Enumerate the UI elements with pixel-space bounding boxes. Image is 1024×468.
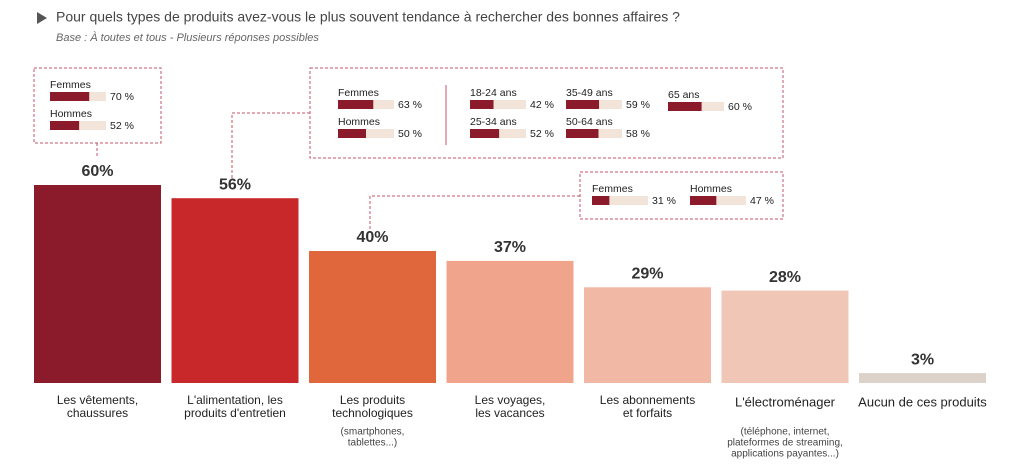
value-label: 3%: [911, 351, 934, 368]
value-label: 28%: [769, 269, 801, 286]
breakdown-bar: [50, 121, 80, 130]
breakdown-label: 25-34 ans: [470, 116, 517, 128]
category-label: Les abonnements: [600, 393, 695, 407]
title-icon: [37, 12, 47, 24]
bar: [309, 251, 436, 383]
breakdown-bar: [338, 100, 374, 109]
breakdown-label: 18-24 ans: [470, 87, 517, 99]
breakdown-label: Femmes: [50, 79, 91, 91]
category-label: Les produits: [340, 393, 405, 407]
breakdown-bar: [470, 129, 500, 138]
value-label: 40%: [356, 229, 388, 246]
category-note: (smartphones,: [341, 427, 405, 438]
breakdown-value: 52 %: [110, 120, 134, 132]
breakdown-bar: [338, 129, 366, 138]
bar: [721, 290, 849, 383]
breakdown-label: Hommes: [338, 116, 380, 128]
chart-subtitle: Base : À toutes et tous - Plusieurs répo…: [56, 31, 319, 44]
category-note: plateformes de streaming,: [727, 438, 843, 449]
value-label: 29%: [631, 266, 663, 283]
breakdown-bar: [566, 129, 599, 138]
category-label: Les voyages,: [475, 393, 546, 407]
breakdown-label: Hommes: [50, 108, 92, 120]
breakdown-label: 65 ans: [668, 89, 700, 101]
breakdown-bar: [470, 100, 494, 109]
value-label: 60%: [81, 163, 113, 180]
breakdown-label: 50-64 ans: [566, 116, 613, 128]
category-label: chaussures: [67, 406, 128, 420]
chart-title: Pour quels types de produits avez-vous l…: [56, 9, 680, 25]
breakdown-value: 59 %: [626, 99, 650, 111]
bar: [446, 260, 574, 383]
breakdown-track: [470, 100, 526, 109]
category-note: applications payantes...): [731, 449, 839, 460]
breakdown-bar: [50, 92, 90, 101]
breakdown-bar: [592, 196, 610, 205]
bar: [584, 287, 711, 383]
category-label: et forfaits: [623, 406, 672, 420]
breakdown-bar: [690, 196, 717, 205]
connector: [231, 112, 310, 178]
breakdown-bar: [566, 100, 600, 109]
breakdown-value: 60 %: [728, 101, 752, 113]
category-note: tablettes...): [348, 438, 397, 449]
category-label: L'électroménager: [735, 394, 836, 409]
bar: [171, 198, 299, 383]
breakdown-label: Femmes: [592, 183, 633, 195]
category-label: technologiques: [332, 406, 413, 420]
bar: [859, 373, 986, 383]
breakdown-box: [309, 67, 784, 159]
breakdown-label: Hommes: [690, 183, 732, 195]
breakdown-label: Femmes: [338, 87, 379, 99]
category-label: les vacances: [475, 406, 544, 420]
breakdown-value: 70 %: [110, 91, 134, 103]
category-note: (téléphone, internet,: [741, 427, 830, 438]
breakdown-value: 52 %: [530, 128, 554, 140]
breakdown-track: [690, 196, 746, 205]
connectors: [33, 67, 784, 232]
value-label: 56%: [219, 176, 251, 193]
bar: [34, 185, 161, 383]
breakdown-value: 47 %: [750, 195, 774, 207]
breakdown-value: 50 %: [398, 128, 422, 140]
breakdown-value: 58 %: [626, 128, 650, 140]
breakdown-value: 42 %: [530, 99, 554, 111]
category-label: Les vêtements,: [57, 393, 138, 407]
breakdown-track: [592, 196, 648, 205]
breakdown-bar: [668, 102, 702, 111]
connector: [369, 195, 580, 232]
category-label: L'alimentation, les: [187, 393, 283, 407]
breakdown-value: 31 %: [652, 195, 676, 207]
category-label: produits d'entretien: [184, 406, 286, 420]
category-label: Aucun de ces produits: [858, 394, 987, 409]
value-label: 37%: [494, 239, 526, 256]
breakdown-value: 63 %: [398, 99, 422, 111]
breakdown-label: 35-49 ans: [566, 87, 613, 99]
